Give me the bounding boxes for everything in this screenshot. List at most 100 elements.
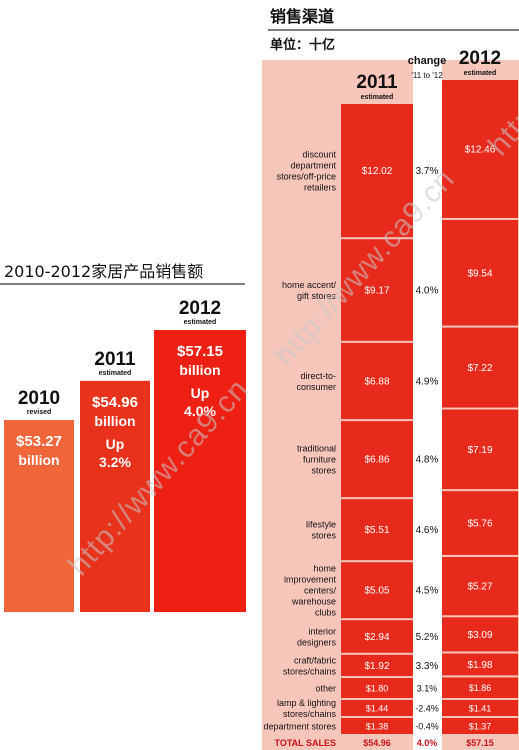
channel-label-row-4-line-3: stores — [311, 466, 336, 476]
channel-label-row-2-line-1: home accent/ — [282, 280, 337, 290]
right-chart-title: 销售渠道 — [270, 7, 334, 26]
channel-label-row-1-line-1: discount — [302, 150, 336, 160]
left-change-pct-2012: 4.0% — [184, 403, 216, 419]
total-value-2011: $54.96 — [363, 738, 391, 748]
channel-label-row-5-line-2: stores — [311, 531, 336, 541]
channel-label-row-6-line-2: improvement — [284, 575, 337, 585]
left-year-2010: 2010 — [18, 388, 60, 409]
change-row-8: 3.3% — [416, 661, 439, 672]
bar-2012-row-11 — [442, 718, 518, 734]
bar-2011-row-9 — [341, 678, 413, 698]
value-2012-row-1: $12.46 — [465, 144, 496, 155]
change-row-10: -2.4% — [415, 704, 439, 714]
value-2011-row-2: $9.17 — [364, 286, 389, 297]
left-value-2010: $53.27 — [16, 433, 62, 450]
left-bar-2012 — [154, 330, 246, 612]
right-change-subheader: '11 to '12 — [411, 71, 443, 80]
connector-row-5 — [412, 489, 443, 499]
channel-label-row-6-line-4: warehouse — [291, 597, 336, 607]
bar-2012-row-3 — [442, 327, 518, 408]
bar-2011-row-6 — [341, 562, 413, 619]
connector-row-8 — [412, 651, 443, 655]
left-year-2012: 2012 — [179, 298, 221, 319]
value-2011-row-1: $12.02 — [362, 166, 393, 177]
change-row-5: 4.6% — [416, 525, 439, 536]
change-row-6: 4.5% — [416, 586, 439, 597]
value-2012-row-2: $9.54 — [467, 268, 492, 279]
value-2011-row-3: $6.88 — [364, 376, 389, 387]
connector-row-6 — [412, 555, 443, 562]
value-2012-row-11: $1.37 — [469, 722, 492, 732]
value-2012-row-3: $7.22 — [467, 363, 492, 374]
connector-row-9 — [412, 675, 443, 678]
left-value-2011: $54.96 — [92, 394, 138, 411]
right-change-header: change — [408, 55, 447, 67]
bar-2011-row-10 — [341, 700, 413, 716]
channel-label-row-8-line-2: stores/chains — [283, 666, 337, 676]
value-2012-row-9: $1.86 — [469, 683, 492, 693]
channel-label-row-6-line-5: clubs — [315, 608, 337, 618]
bar-2011-row-4 — [341, 421, 413, 498]
right-year-2012: 2012 — [459, 48, 501, 69]
change-row-1: 3.7% — [416, 166, 439, 177]
value-2011-row-5: $5.51 — [364, 525, 389, 536]
left-change-pct-2011: 3.2% — [99, 454, 131, 470]
value-2012-row-10: $1.41 — [469, 704, 492, 714]
connector-row-7 — [412, 615, 443, 620]
bar-2011-row-5 — [341, 499, 413, 561]
value-2012-row-7: $3.09 — [467, 630, 492, 641]
left-unit-2010: billion — [18, 452, 59, 468]
bar-2012-row-9 — [442, 677, 518, 698]
right-note-2011: estimated — [361, 94, 394, 101]
connector-row-4 — [412, 407, 443, 421]
left-change-word-2011: Up — [106, 436, 125, 452]
bar-2012-row-6 — [442, 556, 518, 616]
channel-label-row-3-line-2: consumer — [296, 382, 336, 392]
bar-2011-row-2 — [341, 239, 413, 341]
connector-row-2 — [412, 218, 443, 239]
channel-label-row-7-line-1: interior — [308, 626, 336, 636]
total-change: 4.0% — [417, 738, 438, 748]
change-row-9: 3.1% — [417, 684, 438, 694]
channel-label-row-5-line-1: lifestyle — [306, 520, 336, 530]
bar-2011-row-1 — [341, 104, 413, 238]
connector-row-3 — [412, 326, 443, 343]
value-2012-row-4: $7.19 — [467, 445, 492, 456]
channel-label-row-7-line-2: designers — [297, 637, 337, 647]
value-2011-row-6: $5.05 — [364, 586, 389, 597]
left-note-2011: estimated — [99, 370, 132, 377]
right-year-2011: 2011 — [356, 72, 398, 93]
left-bar-2010 — [4, 420, 74, 612]
channel-label-row-4-line-1: traditional — [297, 444, 336, 454]
change-row-4: 4.8% — [416, 455, 439, 466]
left-bar-2011 — [80, 380, 150, 612]
change-row-7: 5.2% — [416, 632, 439, 643]
channel-label-row-1-line-3: stores/off-price — [277, 172, 336, 182]
channel-label-row-8-line-1: craft/fabric — [294, 655, 337, 665]
channel-label-row-10-line-1: lamp & lighting — [277, 698, 336, 708]
left-value-2012: $57.15 — [177, 343, 223, 360]
bar-2012-row-1 — [442, 80, 518, 218]
change-row-3: 4.9% — [416, 376, 439, 387]
left-chart-title: 2010-2012家居产品销售额 — [4, 262, 203, 281]
bar-2011-row-11 — [341, 718, 413, 734]
channel-label-row-6-line-1: home — [313, 564, 336, 574]
value-2011-row-7: $2.94 — [364, 632, 389, 643]
value-2011-row-10: $1.44 — [366, 704, 389, 714]
channel-label-row-4-line-2: furniture — [303, 455, 336, 465]
bar-2011-row-7 — [341, 620, 413, 653]
left-note-2012: estimated — [184, 319, 217, 326]
left-change-word-2012: Up — [191, 385, 210, 401]
value-2011-row-8: $1.92 — [364, 661, 389, 672]
channel-label-row-11-line-1: department stores — [263, 722, 336, 732]
value-2012-row-5: $5.76 — [467, 519, 492, 530]
total-label: TOTAL SALES — [274, 738, 336, 748]
value-2011-row-11: $1.38 — [366, 722, 389, 732]
bar-2011-row-3 — [341, 342, 413, 420]
channel-label-row-1-line-2: department — [290, 161, 336, 171]
bar-2012-row-5 — [442, 491, 518, 555]
channel-label-row-1-line-4: retailers — [304, 183, 337, 193]
change-row-2: 4.0% — [416, 286, 439, 297]
